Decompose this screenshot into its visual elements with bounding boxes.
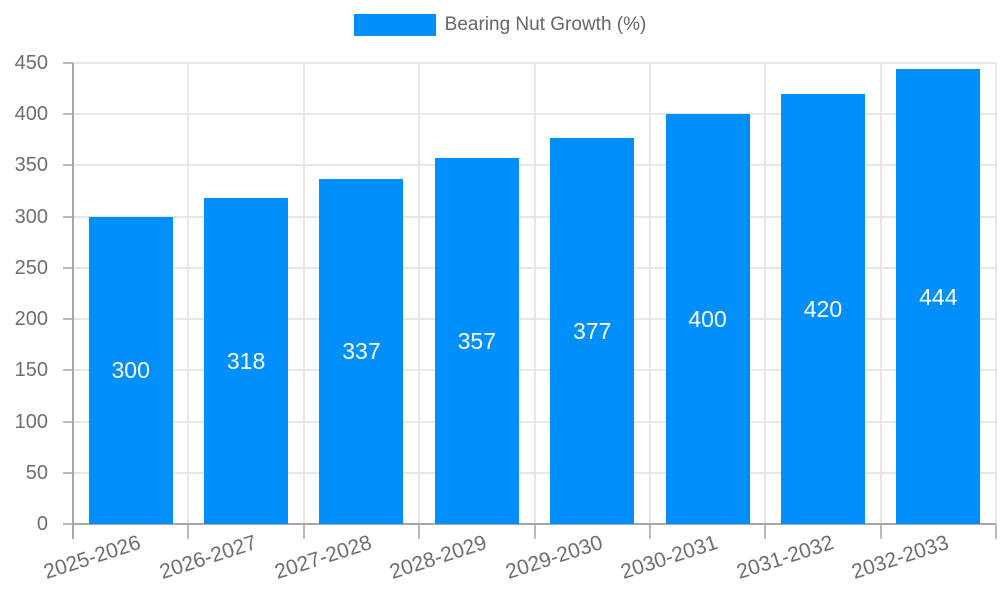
bar-value-label: 420 — [803, 295, 843, 322]
gridline-vertical — [648, 63, 651, 524]
y-axis-label: 150 — [14, 359, 48, 382]
y-tick — [63, 164, 73, 167]
y-axis-label: 100 — [14, 410, 48, 433]
bar-value-label: 444 — [919, 283, 958, 310]
bar-value-label: 357 — [457, 328, 496, 355]
legend-swatch — [353, 14, 436, 36]
y-tick — [63, 369, 73, 372]
bar[interactable] — [319, 178, 404, 524]
bar[interactable] — [204, 198, 289, 524]
x-axis-label: 2030-2031 — [618, 531, 721, 584]
y-axis-label: 250 — [14, 256, 48, 279]
x-tick — [418, 524, 421, 539]
y-axis-label: 50 — [25, 461, 48, 484]
legend-label: Bearing Nut Growth (%) — [444, 14, 647, 35]
bar[interactable] — [665, 114, 750, 524]
x-axis-label: 2026-2027 — [156, 531, 260, 584]
gridline-vertical — [533, 63, 536, 524]
x-tick — [764, 524, 767, 539]
y-axis-label: 400 — [14, 103, 48, 126]
gridline-vertical — [764, 63, 767, 524]
x-tick — [302, 524, 305, 539]
x-axis-label: 2032-2033 — [848, 531, 952, 584]
legend[interactable]: Bearing Nut Growth (%) — [0, 14, 1000, 36]
y-axis-line — [72, 63, 74, 539]
x-tick — [187, 524, 190, 539]
y-tick — [63, 523, 73, 525]
bar-value-label: 318 — [226, 348, 266, 375]
bar[interactable] — [780, 93, 865, 524]
x-axis-label: 2025-2026 — [41, 531, 144, 584]
bar-value-label: 377 — [573, 317, 612, 344]
x-axis-label: 2031-2032 — [733, 531, 837, 584]
y-axis-label: 300 — [14, 205, 48, 228]
y-axis-label: 350 — [14, 154, 48, 177]
y-tick — [63, 266, 73, 269]
bar-value-label: 300 — [111, 357, 150, 384]
y-tick — [63, 215, 73, 218]
x-tick — [648, 524, 651, 539]
gridline-vertical — [302, 63, 305, 524]
bar[interactable] — [896, 69, 981, 524]
y-tick — [63, 113, 73, 116]
bar[interactable] — [88, 216, 173, 524]
gridline-vertical — [187, 63, 190, 524]
y-axis-label: 0 — [36, 513, 48, 535]
x-tick — [533, 524, 536, 539]
y-axis-label: 450 — [14, 52, 48, 74]
x-tick — [879, 524, 882, 539]
gridline-vertical — [995, 63, 997, 524]
bar[interactable] — [550, 137, 635, 524]
gridline-vertical — [879, 63, 882, 524]
y-tick — [63, 471, 73, 474]
gridline-vertical — [418, 63, 421, 524]
y-tick — [63, 420, 73, 423]
y-tick — [63, 318, 73, 321]
x-axis-line — [73, 523, 996, 525]
bar[interactable] — [434, 158, 519, 524]
y-axis-label: 200 — [14, 308, 48, 331]
x-tick — [995, 524, 997, 539]
x-axis-label: 2027-2028 — [271, 531, 375, 584]
x-axis-label: 2028-2029 — [387, 531, 490, 584]
y-tick — [63, 62, 73, 64]
x-axis-label: 2029-2030 — [502, 531, 606, 584]
bar-value-label: 400 — [688, 306, 727, 333]
bar-value-label: 337 — [342, 338, 381, 365]
